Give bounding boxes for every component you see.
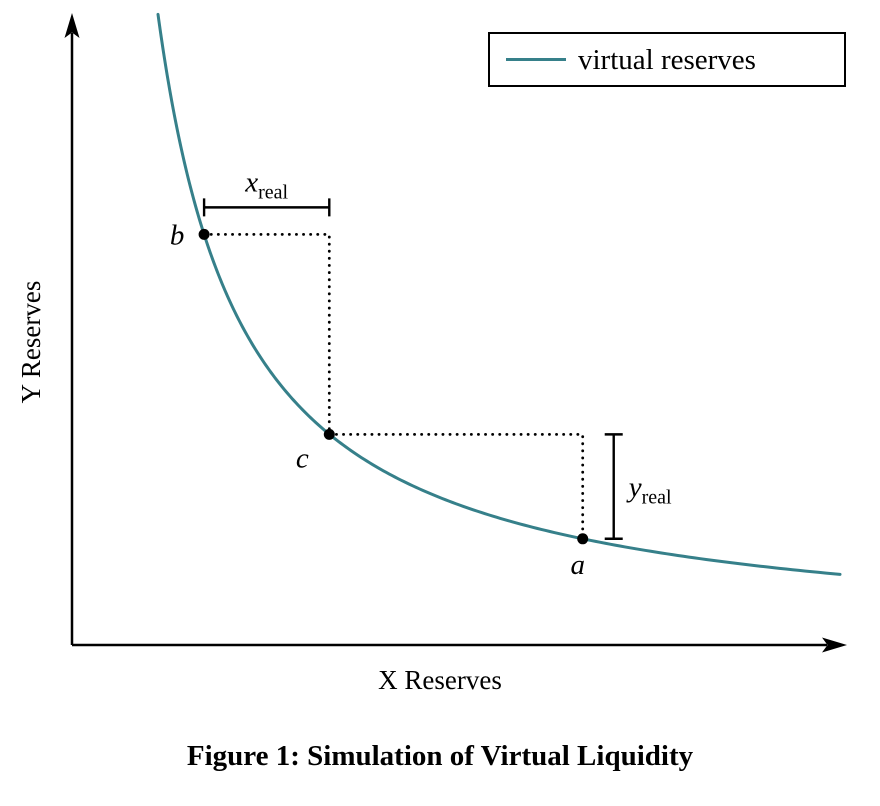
dotted-path-b-c (202, 233, 331, 436)
point-label-a: a (570, 549, 585, 581)
point-label-c: c (296, 442, 309, 474)
plot: Y Reserves X Reserves xreal yreal b c a … (16, 12, 847, 695)
x-axis-label: X Reserves (378, 665, 502, 695)
y-real-bracket (604, 433, 623, 540)
y-axis-label: Y Reserves (16, 281, 46, 404)
dotted-path-c-a (327, 433, 585, 541)
point-c (323, 428, 335, 440)
figure-caption: Figure 1: Simulation of Virtual Liquidit… (186, 740, 694, 772)
legend-label: virtual reserves (578, 44, 756, 76)
legend-box (488, 32, 846, 87)
x-axis-arrowhead (822, 637, 847, 653)
y-real-label: yreal (626, 472, 672, 509)
point-label-b: b (170, 219, 185, 251)
y-axis-arrowhead (64, 13, 80, 38)
point-b (198, 228, 210, 240)
point-a (577, 533, 589, 545)
x-real-label: xreal (244, 166, 288, 203)
virtual-reserves-curve (156, 12, 842, 576)
x-real-bracket (202, 198, 331, 217)
